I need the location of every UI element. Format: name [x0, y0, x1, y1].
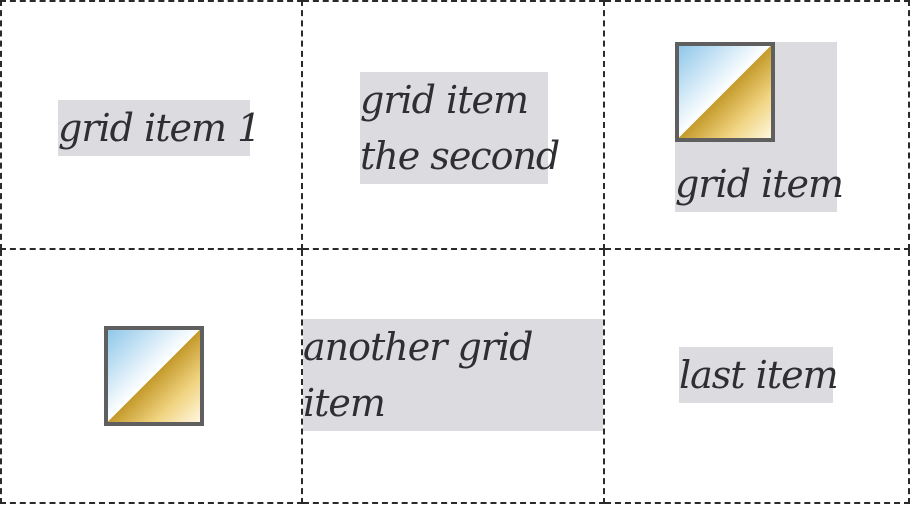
grid-cell-6: last item	[605, 250, 910, 504]
gradient-image	[104, 326, 204, 426]
grid-cell-2: grid item the second	[303, 0, 605, 250]
grid-item-5-line-1: another grid	[303, 325, 533, 369]
grid-item-3: grid item	[675, 42, 844, 212]
grid-item-3-label: grid item	[675, 156, 844, 212]
grid-item-6-label: last item	[679, 347, 839, 403]
grid-cell-1: grid item 1	[0, 0, 303, 250]
grid-cell-5: another grid item	[303, 250, 605, 504]
grid-item-2-label: grid item the second	[360, 72, 560, 184]
grid-item-2-line-1: grid item	[360, 78, 529, 122]
grid-item-5-line-2: item	[303, 381, 386, 425]
grid-item-5-label: another grid item	[303, 319, 603, 431]
grid-cell-3: grid item	[605, 0, 910, 250]
grid-item-3-text: grid item	[675, 162, 844, 206]
grid-item-1-text: grid item 1	[58, 106, 261, 150]
grid-item-2-line-2: the second	[360, 134, 560, 178]
grid-item-1-label: grid item 1	[58, 100, 261, 156]
grid-item-6-text: last item	[679, 353, 839, 397]
gradient-image	[675, 42, 775, 142]
grid-cell-4	[0, 250, 303, 504]
